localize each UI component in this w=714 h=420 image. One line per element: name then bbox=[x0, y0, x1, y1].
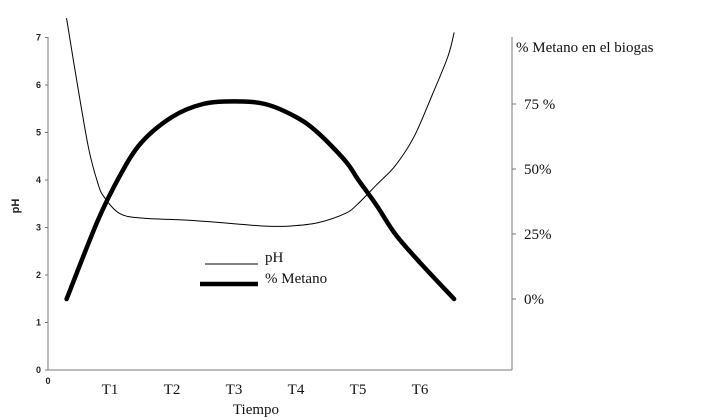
y-tick-label: 4 bbox=[36, 175, 41, 185]
y-axis-title: pH bbox=[10, 199, 22, 214]
right-axis-title: % Metano en el biogas bbox=[516, 40, 654, 56]
plot-frame bbox=[47, 37, 513, 371]
y-tick-label: 2 bbox=[36, 270, 41, 280]
x-tick-label: T3 bbox=[226, 382, 243, 398]
x-tick-label: T1 bbox=[102, 382, 119, 398]
x-origin-label: 0 bbox=[45, 376, 50, 386]
y-tick-label: 0 bbox=[36, 365, 41, 375]
y-tick-label: 5 bbox=[36, 128, 41, 138]
x-tick-label: T2 bbox=[164, 382, 181, 398]
series-layer bbox=[64, 18, 457, 302]
y-tick-label: 7 bbox=[36, 33, 41, 43]
right-tick-label: 25% bbox=[524, 227, 552, 243]
legend-label-ph: pH bbox=[265, 250, 284, 266]
legend: pH % Metano bbox=[200, 250, 327, 287]
y-tick-label: 1 bbox=[36, 318, 41, 328]
x-axis-title: Tiempo bbox=[233, 402, 279, 418]
x-tick-label: T6 bbox=[412, 382, 429, 398]
y-tick-label: 3 bbox=[36, 223, 41, 233]
series-line-ph bbox=[66, 18, 455, 227]
x-axis-ticks: T1 T2 T3 T4 T5 T6 0 bbox=[45, 376, 428, 398]
y-tick-label: 6 bbox=[36, 80, 41, 90]
right-tick-label: 50% bbox=[524, 162, 552, 178]
right-tick-label: 75 % bbox=[524, 97, 555, 113]
series-line-metano bbox=[64, 99, 457, 302]
right-axis-ticks: 0% 25% 50% 75 % bbox=[512, 97, 555, 308]
y-axis-ticks: 0 1 2 3 4 5 6 7 bbox=[36, 33, 48, 375]
x-tick-label: T4 bbox=[288, 382, 305, 398]
x-tick-label: T5 bbox=[350, 382, 367, 398]
right-tick-label: 0% bbox=[524, 292, 544, 308]
legend-label-metano: % Metano bbox=[265, 271, 327, 287]
